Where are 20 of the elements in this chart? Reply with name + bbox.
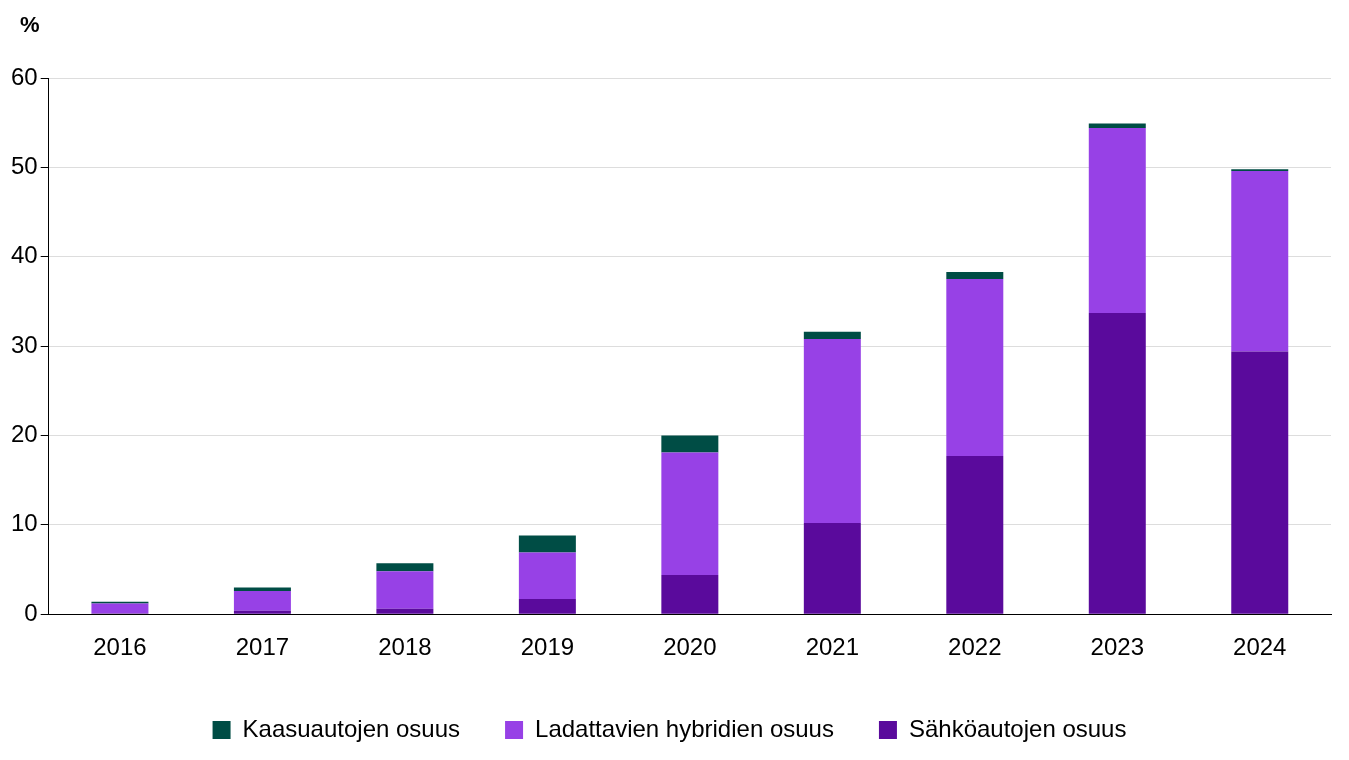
legend-label: Kaasuautojen osuus bbox=[242, 714, 461, 742]
x-tick-label: 2023 bbox=[1090, 633, 1144, 661]
y-tick-label: 20 bbox=[10, 420, 38, 448]
y-tick-label: 60 bbox=[10, 62, 38, 90]
x-tick-label: 2019 bbox=[520, 633, 575, 661]
x-tick-label: 2016 bbox=[93, 633, 147, 661]
legend-label: Ladattavien hybridien osuus bbox=[535, 714, 834, 742]
y-axis-title: % bbox=[20, 12, 40, 38]
x-tick-label: 2024 bbox=[1233, 633, 1287, 661]
x-tick-label: 2018 bbox=[378, 633, 432, 661]
y-tick-label: 50 bbox=[10, 151, 38, 179]
x-tick-label: 2017 bbox=[235, 633, 290, 661]
x-tick-label: 2021 bbox=[805, 633, 860, 661]
y-tick-label: 30 bbox=[10, 330, 38, 358]
y-tick-label: 40 bbox=[10, 241, 38, 269]
x-tick-label: 2022 bbox=[948, 633, 1002, 661]
x-tick-label: 2020 bbox=[663, 633, 717, 661]
legend-label: Sähköautojen osuus bbox=[908, 714, 1127, 742]
y-tick-label: 10 bbox=[10, 509, 38, 537]
y-tick-label: 0 bbox=[24, 598, 38, 626]
